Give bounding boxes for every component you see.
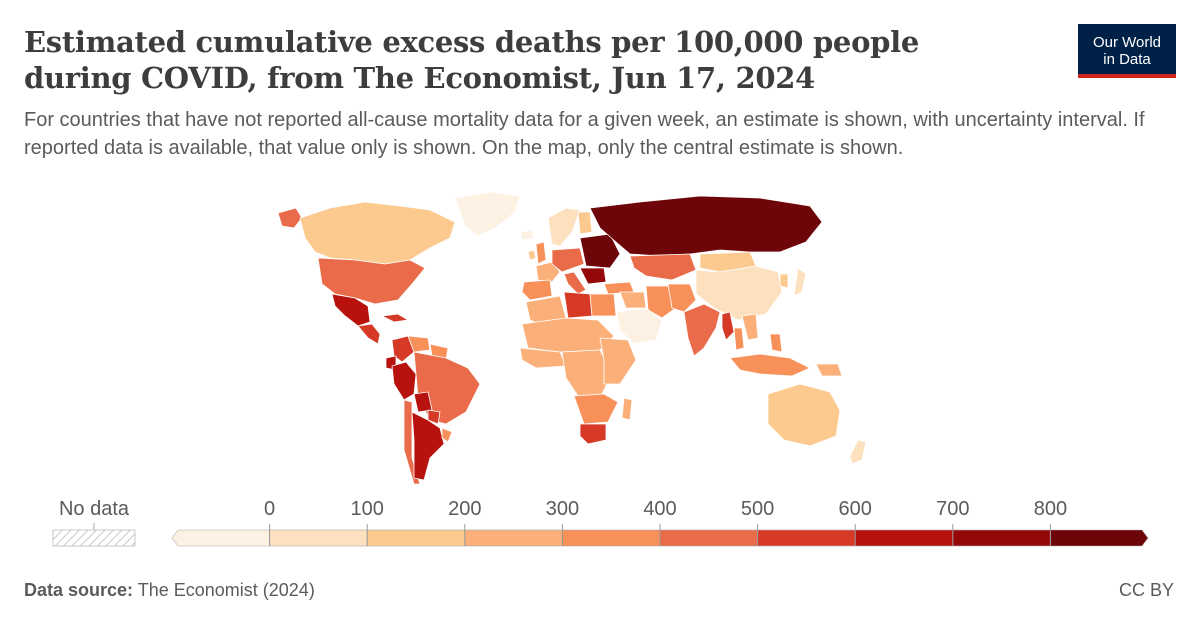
map-region-france[interactable]	[535, 261, 561, 283]
legend-bin-7[interactable]	[854, 529, 954, 547]
legend-tick-label-200: 200	[448, 498, 481, 520]
map-region-colombia[interactable]	[391, 335, 415, 363]
map-region-china[interactable]	[695, 265, 783, 321]
map-region-finland[interactable]	[577, 211, 593, 235]
map-region-balkans[interactable]	[579, 267, 607, 285]
map-region-afghanistan-pakistan[interactable]	[667, 283, 697, 313]
map-region-iceland[interactable]	[519, 229, 535, 241]
map-region-chile[interactable]	[403, 399, 421, 485]
map-region-west-africa-coast[interactable]	[519, 347, 567, 369]
map-region-italy[interactable]	[563, 271, 587, 295]
legend-tick-label-700: 700	[936, 498, 969, 520]
legend-tick-label-500: 500	[741, 498, 774, 520]
map-region-kazakhstan[interactable]	[629, 253, 697, 281]
map-region-southern-africa[interactable]	[573, 393, 619, 425]
logo-line-2: in Data	[1103, 51, 1151, 68]
map-region-thailand[interactable]	[733, 327, 745, 351]
map-region-mexico[interactable]	[331, 293, 371, 327]
map-region-eastern-europe[interactable]	[579, 233, 621, 269]
legend-bin-5[interactable]	[659, 529, 758, 547]
chart-subtitle: For countries that have not reported all…	[24, 109, 1145, 159]
map-region-canada[interactable]	[299, 201, 456, 265]
map-legend: No data 0 100 200 300 400 500 600 700 800	[52, 498, 1149, 547]
map-region-madagascar[interactable]	[621, 397, 633, 421]
map-region-myanmar[interactable]	[721, 311, 735, 341]
legend-bin-0[interactable]	[171, 529, 270, 547]
map-region-philippines[interactable]	[769, 333, 783, 353]
map-region-iberia[interactable]	[521, 279, 553, 301]
map-region-cuba[interactable]	[381, 313, 409, 323]
map-region-greenland[interactable]	[454, 191, 521, 237]
map-region-central-america[interactable]	[357, 323, 381, 345]
map-region-iran[interactable]	[645, 285, 677, 319]
legend-bin-1[interactable]	[269, 529, 368, 547]
map-region-paraguay[interactable]	[427, 409, 441, 425]
data-source-value[interactable]: The Economist (2024)	[137, 580, 315, 600]
map-region-iraq-syria[interactable]	[619, 291, 647, 309]
map-region-australia[interactable]	[767, 383, 841, 447]
legend-bin-8[interactable]	[952, 529, 1051, 547]
legend-tick-label-0: 0	[264, 498, 275, 520]
legend-tick-label-800: 800	[1034, 498, 1067, 520]
legend-tick-label-600: 600	[839, 498, 872, 520]
map-region-ireland[interactable]	[527, 249, 537, 261]
map-region-south-africa[interactable]	[579, 423, 607, 445]
map-region-india[interactable]	[683, 303, 721, 357]
legend-bin-2[interactable]	[366, 529, 466, 547]
map-region-sahel[interactable]	[521, 317, 615, 353]
map-region-japan[interactable]	[793, 267, 807, 297]
map-region-korea[interactable]	[779, 273, 789, 289]
map-region-central-europe[interactable]	[551, 247, 585, 273]
legend-bin-6[interactable]	[757, 529, 856, 547]
owid-logo[interactable]: Our World in Data	[1078, 24, 1176, 78]
legend-tick-label-300: 300	[546, 498, 579, 520]
map-region-scandinavia[interactable]	[547, 207, 581, 247]
legend-tick-label-400: 400	[643, 498, 676, 520]
map-region-egypt[interactable]	[589, 293, 617, 317]
map-region-new-zealand[interactable]	[849, 439, 867, 465]
map-region-arabian-peninsula[interactable]	[615, 307, 663, 345]
map-region-alaska-usa-[interactable]	[277, 207, 303, 229]
map-region-united-kingdom[interactable]	[535, 241, 547, 265]
legend-no-data-swatch[interactable]	[52, 529, 136, 547]
map-region-russia[interactable]	[589, 195, 823, 257]
map-region-argentina[interactable]	[411, 411, 445, 481]
data-source-label: Data source:	[24, 580, 134, 600]
map-region-libya[interactable]	[563, 291, 593, 319]
legend-bin-9[interactable]	[1050, 529, 1149, 547]
map-region-brazil[interactable]	[413, 351, 481, 425]
map-region-uruguay[interactable]	[441, 427, 453, 443]
map-region-east-africa[interactable]	[599, 337, 637, 385]
license-label[interactable]: CC BY	[1118, 580, 1174, 600]
map-region-bolivia[interactable]	[413, 391, 433, 413]
world-map	[277, 191, 867, 485]
legend-bin-4[interactable]	[562, 529, 661, 547]
legend-tick-label-100: 100	[351, 498, 384, 520]
map-region-peru[interactable]	[391, 361, 417, 401]
logo-line-1: Our World	[1092, 34, 1162, 51]
map-region-papua-new-guinea[interactable]	[815, 363, 843, 377]
map-region-indonesia[interactable]	[729, 353, 811, 377]
map-region-united-states[interactable]	[317, 257, 426, 305]
chart-title: Estimated cumulative excess deaths per 1…	[24, 25, 919, 95]
legend-bin-3[interactable]	[464, 529, 563, 547]
data-source: Data source: The Economist (2024)	[24, 580, 315, 601]
legend-no-data-label: No data	[59, 498, 130, 520]
map-region-venezuela[interactable]	[407, 335, 431, 353]
map-region-vietnam-laos[interactable]	[741, 313, 759, 341]
